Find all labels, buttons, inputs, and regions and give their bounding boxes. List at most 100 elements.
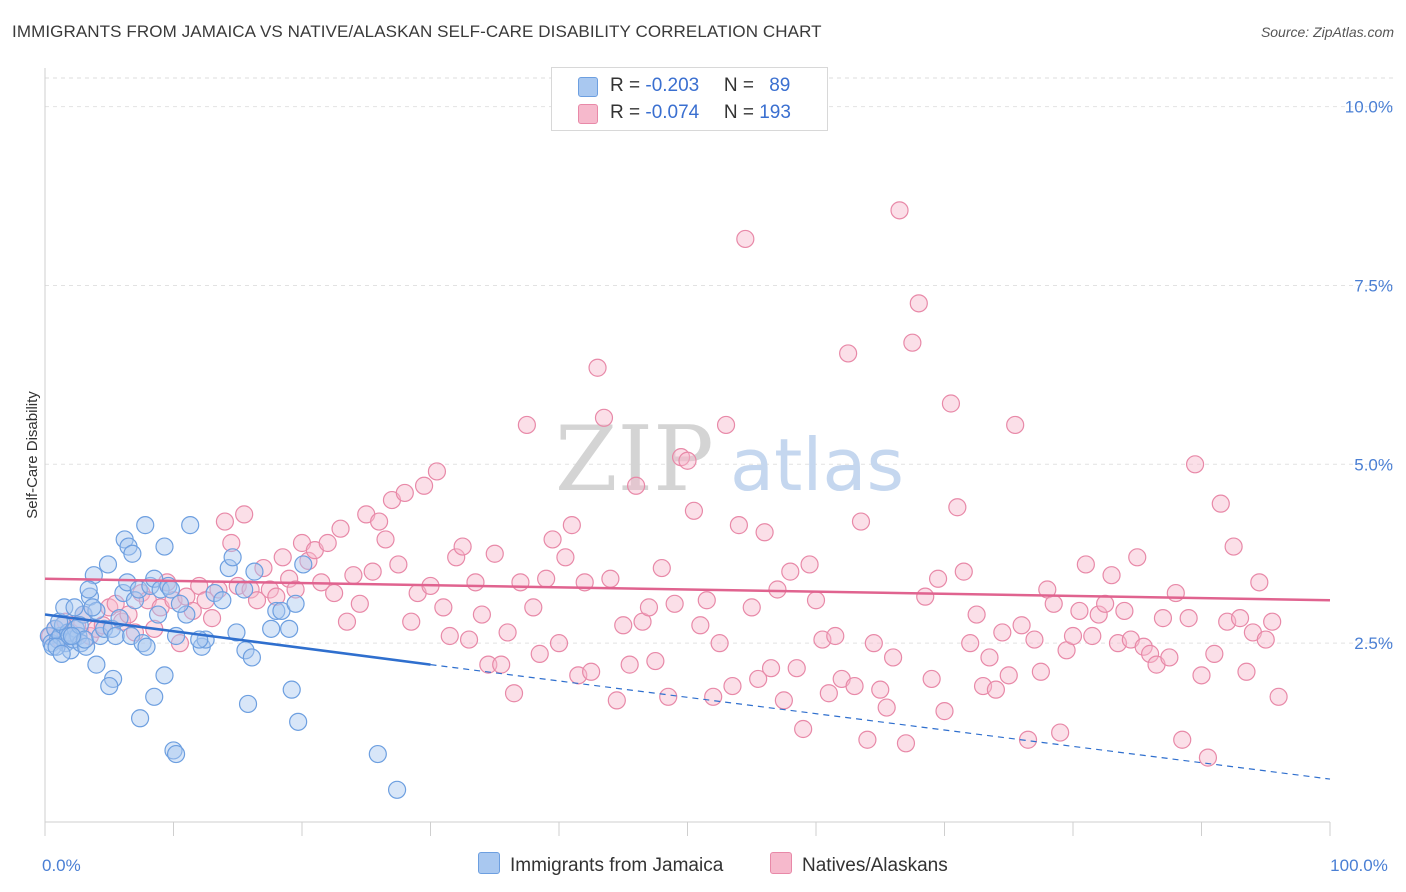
data-point [742,598,761,617]
data-point [1025,630,1044,649]
x-tick-label: 0.0% [42,856,81,875]
n-value: 89 [769,75,791,96]
data-point [806,591,826,610]
legend-item-natives[interactable]: Natives/Alaskans [770,852,948,877]
data-point [839,344,858,363]
data-point [588,358,607,377]
data-point [819,684,838,703]
data-point [498,623,517,642]
data-point [325,583,344,603]
data-point [485,544,504,563]
data-point [768,580,787,599]
data-point [434,598,453,617]
source-label: Source: ZipAtlas.com [1260,24,1394,40]
data-point [710,634,729,653]
data-point [299,551,318,570]
data-point [223,548,242,567]
data-point [826,626,845,646]
data-point [453,537,472,556]
data-point [106,626,125,646]
data-point [402,612,421,631]
data-point [948,498,967,517]
data-point [961,634,980,653]
data-point [219,558,238,578]
data-point [294,555,313,574]
data-point [282,680,301,699]
y-axis-label: Self-Care Disability [24,391,41,519]
trend-line-jamaica-extension [430,664,1331,780]
data-point [262,619,281,638]
data-point [273,548,292,567]
data-point [62,626,82,646]
n-value: 193 [759,102,791,123]
data-point [594,408,614,427]
data-point [87,655,106,674]
data-point [928,569,948,588]
data-point [235,505,254,524]
stats-legend: R = -0.203 N = 89 R = -0.074 N = 193 [551,67,828,131]
data-point [118,573,137,592]
data-point [1230,609,1250,628]
n-label: N = [723,75,760,96]
data-point [114,583,133,603]
data-point [684,501,704,520]
data-point [155,537,174,556]
data-point [110,609,129,628]
data-point [177,605,196,624]
data-point [492,655,511,674]
data-point [267,587,286,606]
r-value: -0.203 [645,75,700,96]
data-point [626,476,646,495]
data-point [504,684,524,703]
data-point [447,548,466,567]
data-point [1096,594,1115,613]
data-point [1269,687,1288,706]
y-tick-label: 7.5% [1354,276,1393,295]
data-point [1076,555,1095,574]
data-point [65,598,84,617]
data-point [205,583,224,603]
data-point [543,530,562,549]
legend-swatch-natives [578,104,598,124]
data-point [222,533,241,553]
data-point [755,523,774,542]
data-point [472,605,491,624]
r-value: -0.074 [645,102,700,123]
data-point [537,569,556,588]
data-point [350,594,369,613]
y-tick-label: 2.5% [1354,634,1393,653]
data-point [614,616,633,635]
data-point [235,580,254,599]
data-point [1102,566,1121,585]
data-point [331,519,350,538]
data-point [1128,548,1147,567]
n-label: N = [723,102,760,123]
data-point [716,415,736,435]
legend-item-jamaica[interactable]: Immigrants from Jamaica [478,852,723,877]
data-point [877,698,896,717]
data-point [370,512,389,531]
data-point [1160,648,1179,667]
data-point [389,555,408,574]
data-point [1256,630,1275,649]
watermark-atlas: atlas [730,423,904,507]
data-point [736,229,755,249]
data-point [181,516,200,535]
data-point [729,516,749,535]
data-point [1179,609,1198,628]
data-point [227,623,246,642]
data-point [858,730,877,749]
chart-title: IMMIGRANTS FROM JAMAICA VS NATIVE/ALASKA… [12,22,822,41]
data-point [100,676,119,696]
data-point [215,512,234,531]
data-point [1115,601,1134,621]
data-point [749,669,768,689]
data-point [170,594,190,613]
data-point [1083,626,1102,646]
data-point [691,616,710,635]
data-point [883,648,903,667]
data-point [1063,626,1083,646]
data-point [1185,455,1205,474]
r-label: R = [610,102,646,123]
data-point [761,659,781,678]
